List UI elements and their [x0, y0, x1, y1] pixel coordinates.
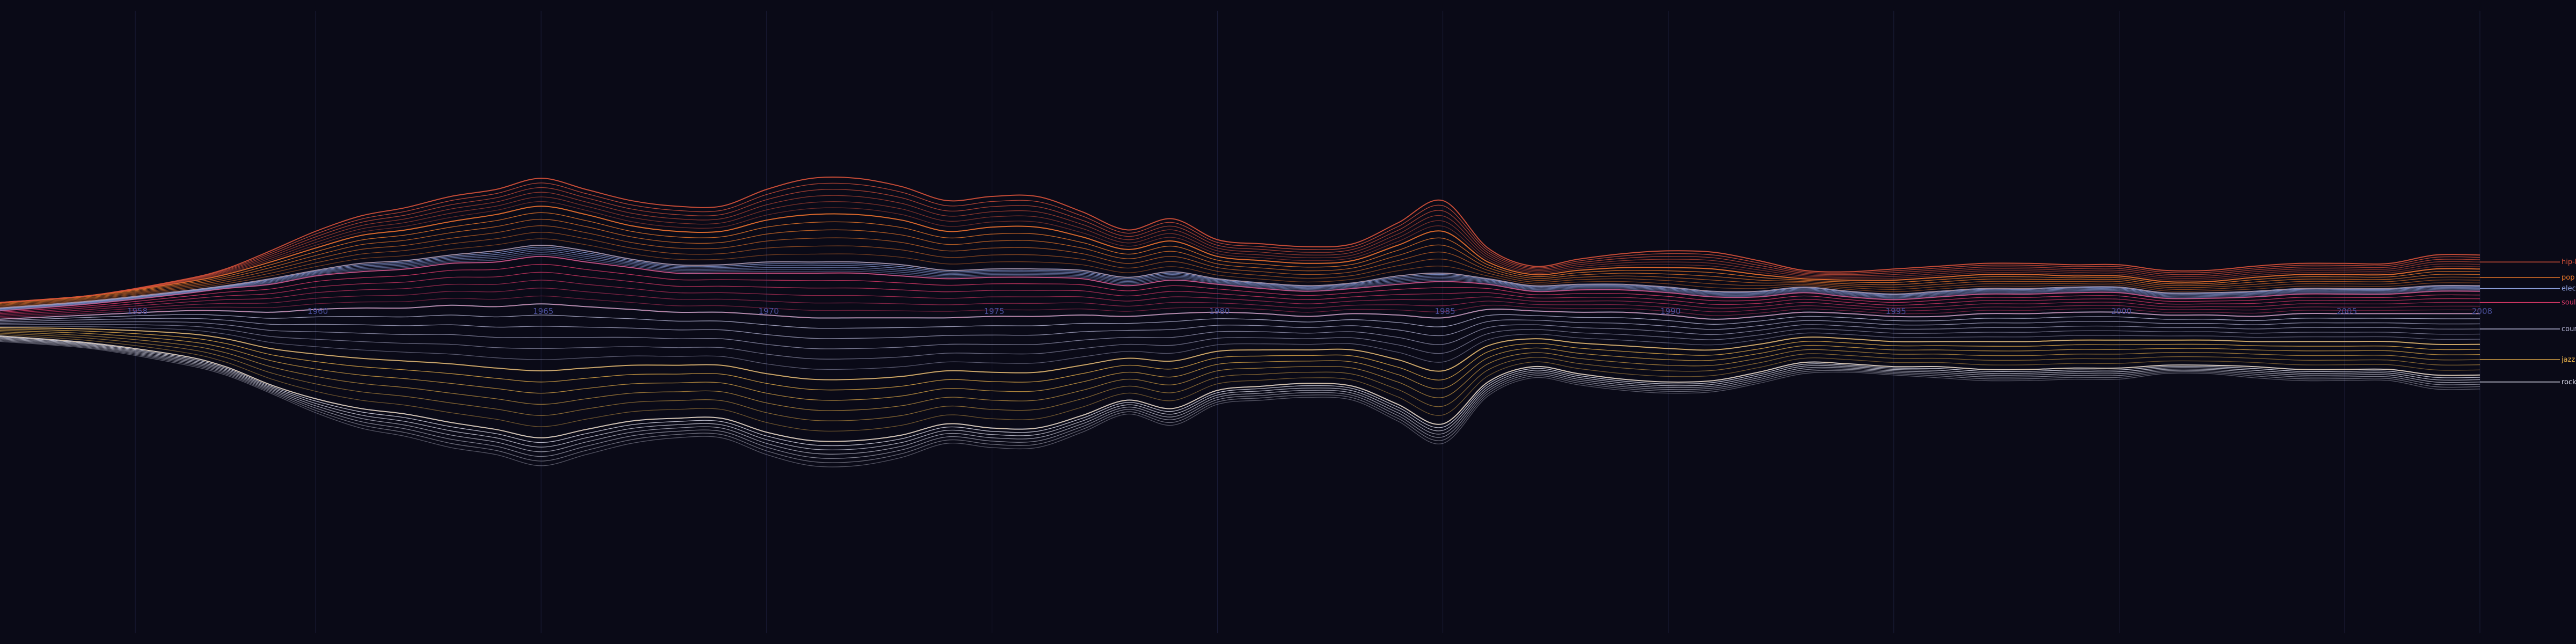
stream-layers	[0, 176, 2480, 467]
series-label-hip-hop: hip-hop	[2562, 258, 2576, 266]
x-tick-label: 2000	[2111, 306, 2132, 316]
stream-line-soul	[0, 255, 2480, 312]
stream-line-soul	[0, 288, 2480, 317]
x-tick-label: 1985	[1435, 306, 1455, 316]
stream-line-jazz	[0, 333, 2480, 421]
stream-line-country	[0, 303, 2480, 320]
stream-line-rock	[0, 338, 2480, 455]
stream-line-country	[0, 324, 2480, 360]
stream-line-rock	[0, 336, 2480, 447]
stream-line-soul	[0, 280, 2480, 316]
stream-line-hip-hop	[0, 196, 2480, 303]
stream-line-jazz	[0, 330, 2480, 401]
stream-line-pop	[0, 218, 2480, 305]
stream-line-country	[0, 326, 2480, 370]
stream-line-jazz	[0, 334, 2480, 432]
x-axis-ticks: 1958 1960 1965 1970 1975 1980 1985 1990 1995 2000…	[127, 306, 2492, 316]
stream-pop	[0, 206, 2480, 309]
stream-line-hip-hop	[0, 206, 2480, 303]
stream-rock	[0, 335, 2480, 467]
series-label-soul: soul	[2562, 299, 2576, 307]
stream-line-hip-hop	[0, 192, 2480, 303]
x-tick-label: 1970	[758, 306, 779, 316]
x-tick-label: 2008	[2472, 306, 2492, 316]
stream-line-pop	[0, 245, 2480, 309]
stream-line-electronic	[0, 250, 2480, 310]
stream-line-soul	[0, 295, 2480, 318]
stream-line-country	[0, 321, 2480, 349]
x-tick-label: 2005	[2337, 306, 2357, 316]
stream-line-rock	[0, 339, 2480, 459]
stream-line-hip-hop	[0, 176, 2480, 303]
x-tick-label: 1965	[533, 306, 553, 316]
stream-line-electronic	[0, 246, 2480, 309]
stream-line-jazz	[0, 335, 2480, 442]
series-label-jazz: jazz	[2561, 356, 2575, 364]
stream-line-pop	[0, 238, 2480, 308]
stream-jazz	[0, 327, 2480, 442]
stream-line-country	[0, 314, 2480, 329]
stream-line-country	[0, 318, 2480, 339]
stream-line-jazz	[0, 331, 2480, 411]
series-label-electronic: electronic	[2562, 285, 2576, 293]
stream-line-hip-hop	[0, 182, 2480, 303]
x-tick-label: 1990	[1660, 306, 1681, 316]
x-tick-label: 1960	[308, 306, 328, 316]
stream-hip-hop	[0, 176, 2480, 303]
series-label-pop: pop	[2562, 274, 2574, 282]
x-tick-label: 1995	[1886, 306, 1906, 316]
stream-line-hip-hop	[0, 187, 2480, 303]
grid-lines	[135, 11, 2480, 633]
stream-line-rock	[0, 335, 2480, 442]
stream-line-rock	[0, 340, 2480, 463]
stream-country	[0, 303, 2480, 380]
x-tick-label: 1975	[984, 306, 1004, 316]
stream-line-electronic	[0, 244, 2480, 309]
series-labels: rock jazz country soul electronic pop hip-hop	[2479, 258, 2576, 386]
stream-line-pop	[0, 212, 2480, 304]
x-tick-label: 1958	[127, 306, 148, 316]
stream-soul	[0, 255, 2480, 320]
stream-line-soul	[0, 264, 2480, 313]
stream-line-rock	[0, 337, 2480, 451]
stream-line-electronic	[0, 254, 2480, 311]
stream-line-pop	[0, 206, 2480, 303]
stream-line-country	[0, 327, 2480, 380]
stream-line-rock	[0, 341, 2480, 467]
series-label-country: country	[2562, 325, 2576, 333]
stream-line-jazz	[0, 327, 2480, 380]
stream-line-electronic	[0, 252, 2480, 311]
stream-line-electronic	[0, 256, 2480, 311]
stream-line-hip-hop	[0, 201, 2480, 303]
stream-line-pop	[0, 225, 2480, 306]
stream-line-pop	[0, 232, 2480, 307]
stream-line-soul	[0, 272, 2480, 314]
stream-line-jazz	[0, 328, 2480, 391]
series-label-rock: rock	[2562, 378, 2576, 386]
stream-line-electronic	[0, 248, 2480, 310]
stream-line-soul	[0, 303, 2480, 320]
stream-electronic	[0, 244, 2480, 311]
x-tick-label: 1980	[1209, 306, 1230, 316]
